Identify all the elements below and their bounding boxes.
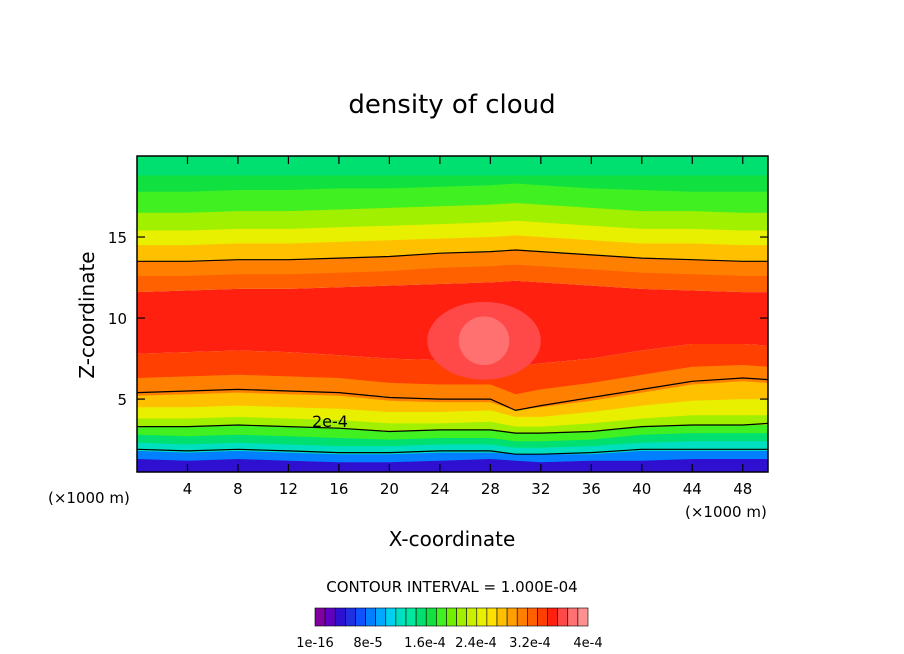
- plot-frame: [136, 155, 769, 473]
- plot-area: [137, 156, 768, 472]
- colorbar-swatch: [365, 607, 376, 627]
- colorbar-swatch: [385, 607, 397, 627]
- x-tick-label: 8: [233, 480, 243, 498]
- contour-band: [137, 459, 768, 472]
- x-tick-label: 36: [582, 480, 601, 498]
- contour-line: [137, 249, 768, 262]
- x-axis: 4 8 12 16 20 24 28 32 36 40 44 48: [183, 156, 752, 498]
- colorbar-label: 3.2e-4: [509, 636, 551, 651]
- max-region: [458, 316, 510, 366]
- colorbar-swatch: [486, 607, 498, 627]
- contour-lines: [137, 249, 768, 455]
- x-tick-label: 20: [380, 480, 399, 498]
- colorbar-swatch: [415, 607, 427, 627]
- colorbar-swatch: [537, 607, 548, 627]
- contour-line: [137, 422, 768, 434]
- y-axis: 5 10 15: [108, 229, 768, 409]
- colorbar-labels: 1e-16 8e-5 1.6e-4 2.4e-4 3.2e-4 4e-4: [296, 636, 602, 651]
- colorbar-swatch: [476, 607, 488, 627]
- colorbar-swatch: [466, 607, 478, 627]
- contour-interval-text: CONTOUR INTERVAL = 1.000E-04: [326, 578, 577, 596]
- x-tick-label: 44: [683, 480, 702, 498]
- y-axis-label: Z-coordinate: [75, 251, 99, 378]
- colorbar-swatch: [557, 607, 569, 627]
- colorbar-swatch: [527, 607, 538, 627]
- contour-label: 2e-4: [312, 412, 348, 431]
- colorbar-swatch: [355, 607, 366, 627]
- colorbar-swatch: [436, 607, 447, 627]
- y-tick-label: 10: [108, 310, 127, 328]
- colorbar-swatch: [395, 607, 407, 627]
- chart-title: density of cloud: [348, 90, 555, 120]
- x-tick-label: 28: [481, 480, 500, 498]
- y-tick-label: 15: [108, 229, 127, 247]
- x-tick-label: 24: [430, 480, 449, 498]
- colorbar-swatch: [314, 607, 326, 627]
- contour-band: [137, 156, 768, 176]
- y-tick-label: 5: [117, 391, 127, 409]
- colorbar-swatch: [567, 607, 579, 627]
- colorbar-swatch: [334, 607, 346, 627]
- colorbar-swatch: [324, 607, 336, 627]
- x-tick-label: 4: [183, 480, 193, 498]
- colorbar-label: 8e-5: [353, 636, 382, 651]
- colorbar-label: 1.6e-4: [404, 636, 446, 651]
- colorbar-swatch: [456, 607, 467, 627]
- x-axis-label: X-coordinate: [389, 527, 516, 551]
- colorbar-label: 2.4e-4: [455, 636, 497, 651]
- colorbar-swatch: [446, 607, 457, 627]
- colorbar: [314, 607, 589, 627]
- colorbar-swatch: [577, 607, 589, 627]
- colorbar-swatch: [516, 607, 528, 627]
- colorbar-swatch: [425, 607, 437, 627]
- colorbar-swatch: [496, 607, 508, 627]
- colorbar-label: 1e-16: [296, 636, 334, 651]
- x-tick-label: 16: [329, 480, 348, 498]
- colorbar-swatch: [405, 607, 417, 627]
- colorbar-label: 4e-4: [573, 636, 602, 651]
- colorbar-swatch: [375, 607, 387, 627]
- x-tick-label: 48: [733, 480, 752, 498]
- x-unit-left: (×1000 m): [48, 489, 130, 507]
- colorbar-swatch: [547, 607, 558, 627]
- x-tick-label: 12: [279, 480, 298, 498]
- x-tick-label: 32: [531, 480, 550, 498]
- colorbar-swatch: [345, 607, 356, 627]
- contour-line: [137, 377, 768, 412]
- contour-line: [137, 448, 768, 455]
- x-unit-right: (×1000 m): [685, 503, 767, 521]
- colorbar-swatch: [506, 607, 518, 627]
- x-tick-label: 40: [632, 480, 651, 498]
